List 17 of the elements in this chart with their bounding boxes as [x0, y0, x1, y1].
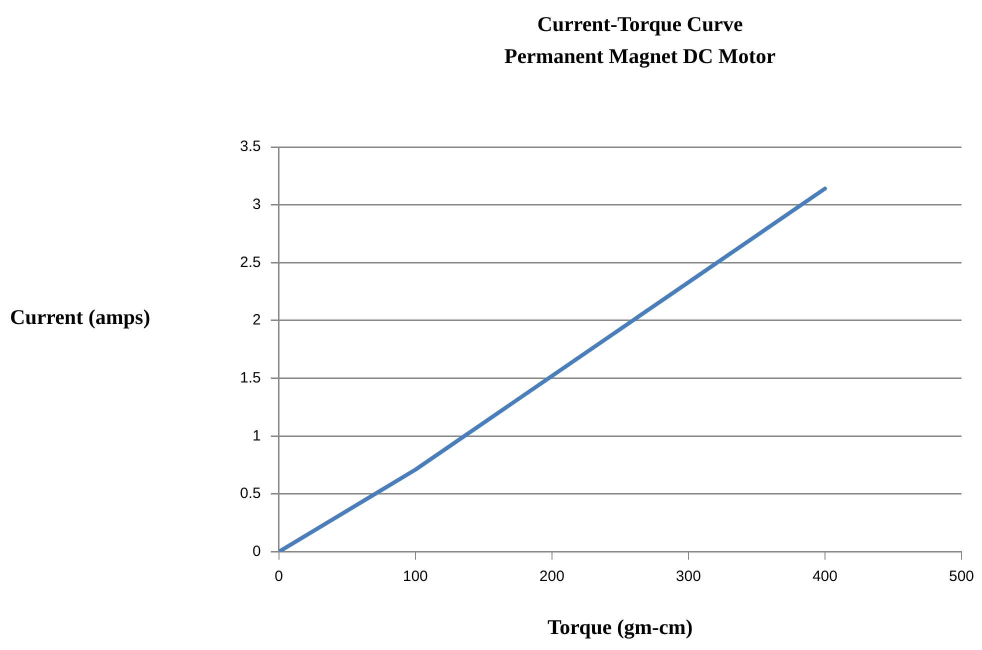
x-tick-label: 400	[812, 568, 838, 585]
y-tick-label: 2	[252, 312, 261, 329]
x-tick-label: 100	[402, 568, 428, 585]
x-tick-label: 500	[948, 568, 974, 585]
y-tick-label: 2.5	[240, 254, 261, 271]
y-tick-label: 1.5	[240, 369, 261, 386]
y-tick-label: 0.5	[240, 485, 261, 502]
x-tick-label: 300	[676, 568, 701, 585]
x-tick-label: 200	[539, 568, 564, 585]
y-tick-label: 3	[252, 196, 261, 213]
x-axis-title: Torque (gm-cm)	[548, 614, 693, 639]
y-tick-label: 3.5	[240, 138, 261, 156]
y-tick-label: 1	[252, 427, 261, 444]
y-tick-label: 0	[252, 542, 261, 560]
chart-title: Current-Torque Curve Permanent Magnet DC Motor	[503, 11, 777, 70]
y-axis-title: Current (amps)	[10, 305, 150, 330]
x-tick-label: 0	[274, 568, 284, 585]
